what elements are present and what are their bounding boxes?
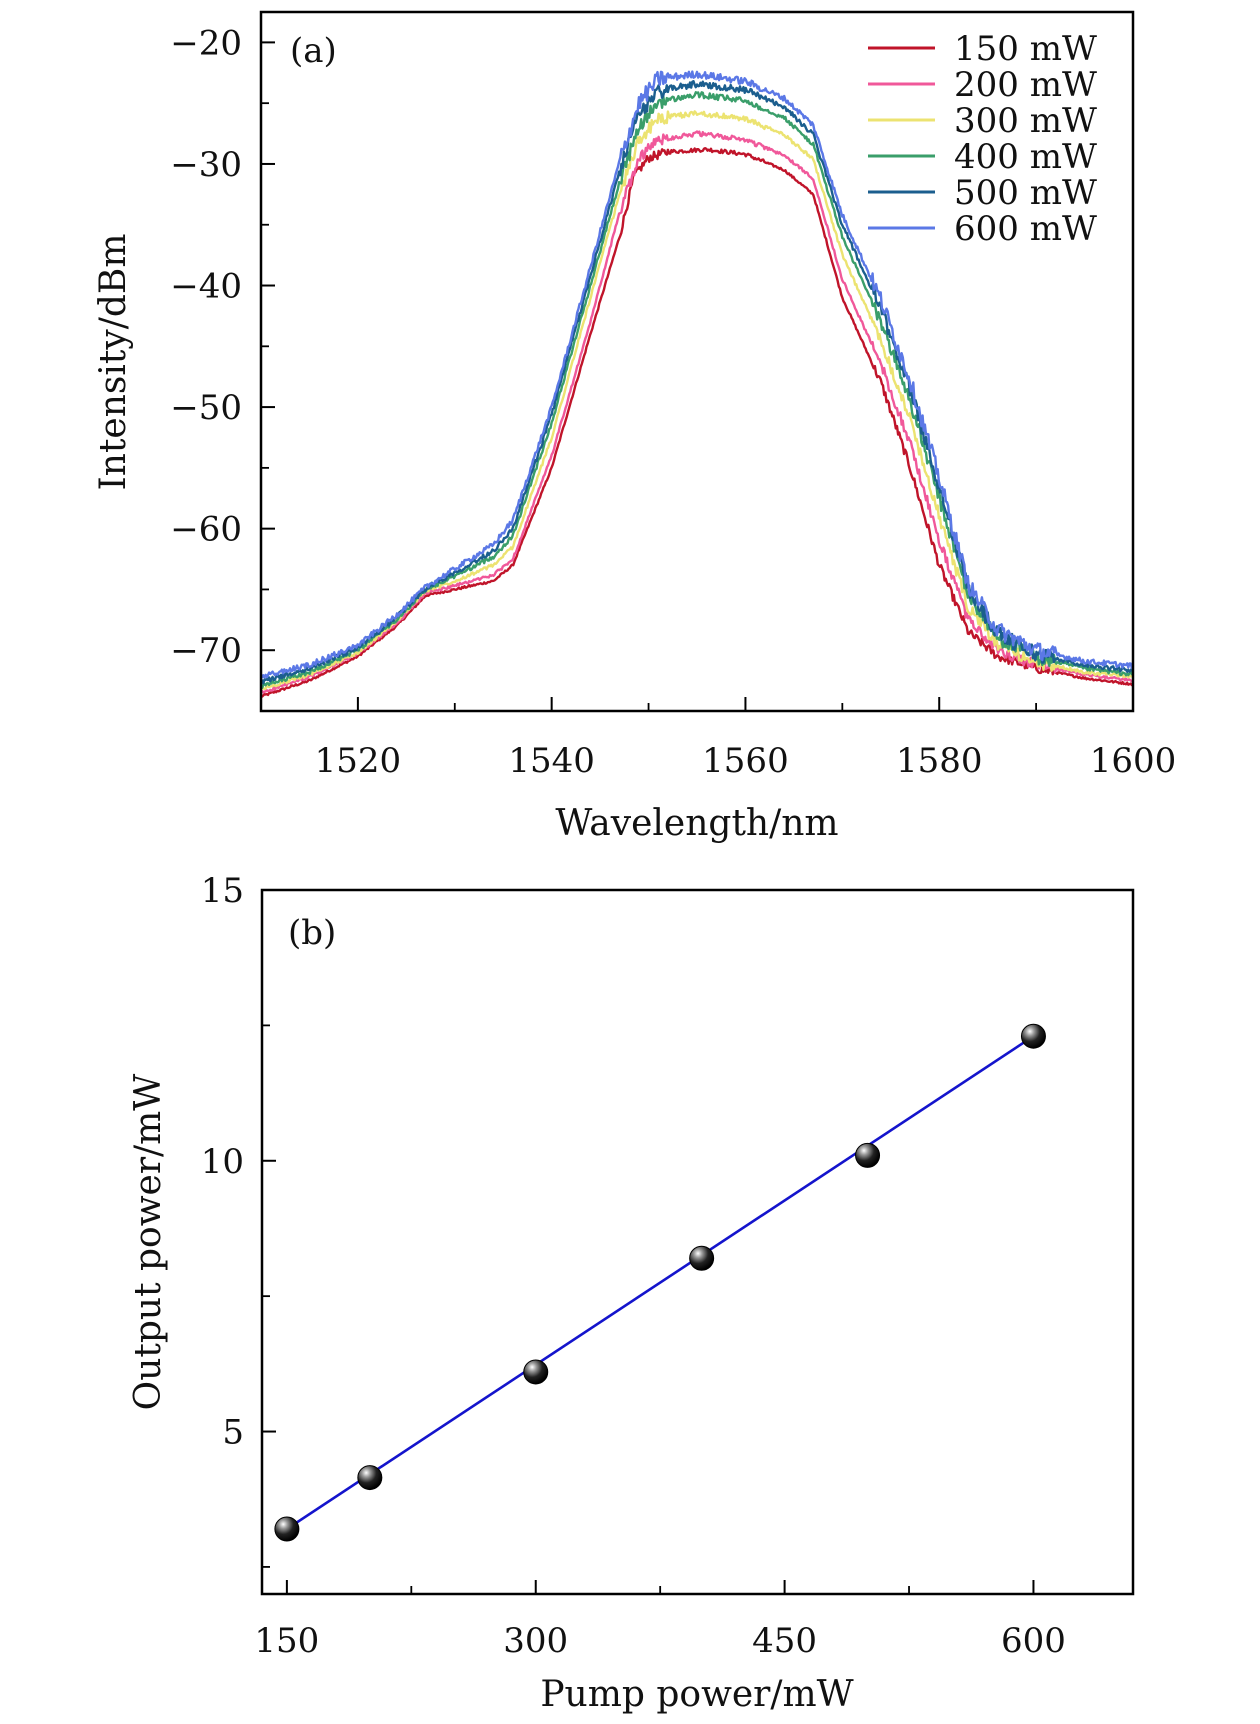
chart-a-x-tick-label: 1520 xyxy=(315,741,402,781)
chart-a-y-tick-labels: −20 −30 −40 −50 −60 −70 xyxy=(170,23,242,671)
chart-a-legend: 150 mW 200 mW 300 mW 400 mW 500 mW 600 m… xyxy=(868,29,1097,249)
chart-a-plot-frame xyxy=(259,10,1135,713)
chart-a-x-tick-labels: 1520 1540 1560 1580 1600 xyxy=(315,741,1177,781)
chart-b-y-tick-labels: 5 10 15 xyxy=(201,871,244,1453)
fit-line xyxy=(286,1035,1035,1531)
chart-a-y-tick-label: −20 xyxy=(170,23,242,63)
chart-b: 150 300 450 600 5 10 15 (b) Pump power/m… xyxy=(128,871,1135,1715)
data-point xyxy=(689,1245,715,1271)
legend-item: 400 mW xyxy=(868,137,1097,177)
chart-a-x-axis-title: Wavelength/nm xyxy=(555,803,838,844)
chart-b-y-tick-label: 15 xyxy=(201,871,244,911)
legend-item: 150 mW xyxy=(868,29,1097,69)
data-point xyxy=(855,1142,881,1168)
chart-a-x-tick-label: 1600 xyxy=(1090,741,1177,781)
data-point xyxy=(523,1359,549,1385)
data-point xyxy=(274,1516,300,1542)
legend-label: 150 mW xyxy=(954,29,1097,69)
chart-a-y-tick-label: −60 xyxy=(170,510,242,550)
chart-b-x-tick-label: 300 xyxy=(503,1621,568,1661)
data-point xyxy=(357,1465,383,1491)
legend-item: 600 mW xyxy=(868,209,1097,249)
legend-label: 400 mW xyxy=(954,137,1097,177)
chart-b-y-tick-label: 10 xyxy=(201,1142,244,1182)
legend-item: 300 mW xyxy=(868,101,1097,141)
chart-b-series-group xyxy=(274,1023,1046,1542)
series-line xyxy=(261,147,1133,698)
series-line xyxy=(261,70,1133,679)
chart-b-y-axis-title: Output power/mW xyxy=(128,1074,169,1411)
chart-a-y-tick-label: −50 xyxy=(170,388,242,428)
chart-a-series-group xyxy=(261,70,1133,698)
chart-b-x-tick-label: 150 xyxy=(254,1621,319,1661)
chart-a-ticks xyxy=(260,41,1134,712)
chart-a-y-tick-label: −70 xyxy=(170,631,242,671)
legend-item: 200 mW xyxy=(868,65,1097,105)
chart-a-x-tick-label: 1580 xyxy=(896,741,983,781)
legend-label: 600 mW xyxy=(954,209,1097,249)
chart-b-x-tick-labels: 150 300 450 600 xyxy=(254,1621,1065,1661)
legend-label: 200 mW xyxy=(954,65,1097,105)
series-150-mw xyxy=(261,147,1133,698)
chart-a: 1520 1540 1560 1580 1600 −20 −30 −40 −50… xyxy=(93,10,1177,844)
chart-a-x-tick-label: 1540 xyxy=(508,741,595,781)
data-point xyxy=(1020,1023,1046,1049)
chart-b-y-tick-label: 5 xyxy=(222,1413,244,1453)
series-600-mw xyxy=(261,70,1133,679)
chart-b-panel-label: (b) xyxy=(288,913,336,953)
chart-b-plot-frame xyxy=(260,888,1135,1596)
chart-a-panel-label: (a) xyxy=(290,31,337,71)
legend-item: 500 mW xyxy=(868,173,1097,213)
legend-label: 500 mW xyxy=(954,173,1097,213)
chart-a-y-tick-label: −40 xyxy=(170,267,242,307)
chart-b-ticks xyxy=(262,889,1035,1594)
chart-b-x-tick-label: 600 xyxy=(1001,1621,1066,1661)
chart-a-y-axis-title: Intensity/dBm xyxy=(93,234,134,491)
legend-label: 300 mW xyxy=(954,101,1097,141)
chart-a-y-tick-label: −30 xyxy=(170,145,242,185)
chart-b-x-tick-label: 450 xyxy=(752,1621,817,1661)
chart-a-x-tick-label: 1560 xyxy=(702,741,789,781)
chart-b-x-axis-title: Pump power/mW xyxy=(540,1674,853,1715)
